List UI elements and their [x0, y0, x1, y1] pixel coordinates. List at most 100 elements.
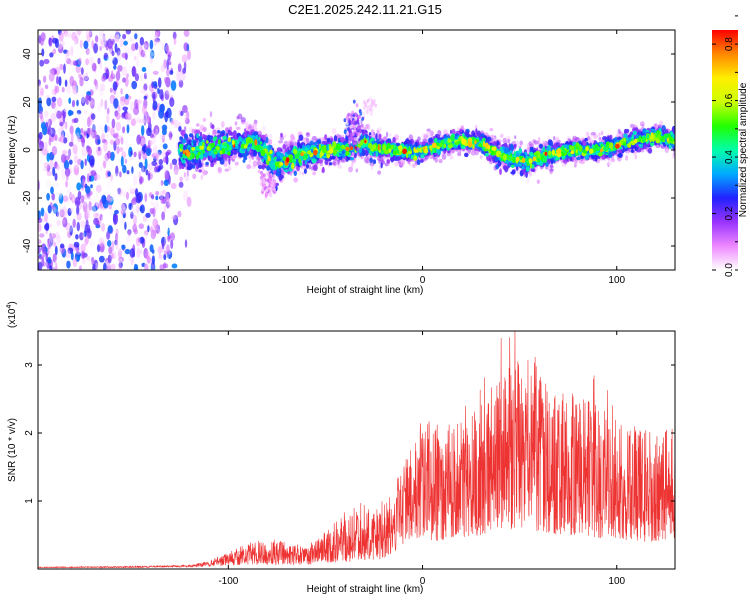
noise-blob: [161, 133, 165, 143]
noise-blob: [62, 195, 69, 202]
noise-blob: [156, 151, 161, 157]
noise-blob: [133, 56, 137, 61]
noise-blob: [108, 196, 113, 201]
noise-blob: [122, 106, 129, 111]
signal-blob: [202, 117, 207, 122]
noise-blob: [85, 185, 91, 194]
noise-blob: [72, 257, 78, 268]
noise-blob: [90, 222, 95, 230]
noise-blob: [52, 48, 57, 55]
noise-blob: [39, 140, 44, 151]
noise-blob: [173, 163, 179, 175]
noise-blob: [38, 91, 43, 98]
noise-blob: [155, 154, 159, 162]
noise-blob: [51, 96, 57, 103]
noise-blob: [48, 237, 55, 247]
noise-blob: [115, 34, 120, 41]
noise-blob: [91, 86, 98, 92]
signal-blob: [324, 134, 328, 141]
noise-blob: [40, 87, 45, 96]
signal-blob: [370, 164, 373, 171]
noise-blob: [49, 127, 56, 138]
noise-blob: [76, 205, 80, 216]
noise-blob: [94, 35, 99, 43]
noise-blob: [144, 263, 149, 270]
signal-blob: [499, 133, 504, 138]
noise-blob: [167, 54, 171, 62]
noise-blob: [40, 38, 44, 46]
noise-blob: [112, 81, 118, 91]
noise-blob: [65, 180, 68, 188]
noise-blob: [82, 74, 89, 81]
noise-blob: [81, 250, 85, 259]
noise-blob: [120, 209, 125, 216]
noise-blob: [171, 263, 178, 269]
signal-blob: [245, 123, 249, 129]
signal-blob: [424, 156, 428, 161]
noise-blob: [166, 67, 170, 77]
signal-blob: [371, 129, 374, 134]
noise-blob: [83, 40, 89, 50]
noise-blob: [125, 119, 131, 128]
noise-blob: [147, 100, 152, 109]
noise-blob: [141, 125, 145, 136]
noise-blob: [112, 72, 116, 78]
noise-blob: [173, 37, 177, 45]
noise-blob: [104, 237, 107, 248]
noise-blob: [181, 54, 188, 63]
noise-blob: [63, 105, 68, 113]
noise-blob: [60, 130, 66, 138]
noise-blob: [70, 252, 74, 261]
noise-blob: [136, 247, 141, 259]
noise-blob: [171, 158, 178, 165]
noise-blob: [110, 263, 116, 270]
noise-blob: [88, 165, 91, 176]
noise-blob: [108, 50, 113, 56]
noise-blob: [65, 249, 71, 259]
noise-blob: [169, 162, 173, 170]
noise-blob: [101, 215, 105, 224]
noise-blob: [178, 72, 183, 82]
noise-blob: [99, 31, 102, 43]
noise-blob: [42, 148, 48, 156]
noise-blob: [157, 77, 162, 88]
noise-blob: [164, 90, 170, 100]
noise-blob: [139, 176, 143, 185]
noise-blob: [74, 161, 78, 169]
noise-blob: [169, 70, 174, 75]
noise-blob: [58, 76, 62, 86]
signal-blob: [590, 131, 597, 136]
signal-blob: [282, 144, 287, 150]
signal-blob: [244, 128, 247, 134]
noise-blob: [86, 91, 92, 96]
signal-blob: [532, 139, 536, 144]
noise-blob: [157, 228, 162, 235]
noise-blob: [106, 113, 110, 123]
noise-blob: [130, 205, 134, 215]
noise-blob: [180, 110, 184, 117]
noise-blob: [105, 111, 111, 122]
noise-blob: [126, 191, 129, 200]
noise-blob: [42, 167, 48, 172]
noise-blob: [136, 52, 141, 58]
signal-blob: [202, 170, 207, 177]
noise-blob: [91, 62, 97, 72]
signal-blob: [380, 162, 383, 169]
noise-blob: [86, 260, 93, 265]
noise-blob: [38, 239, 42, 245]
signal-blob: [248, 123, 252, 128]
noise-blob: [46, 192, 50, 201]
signal-blob: [385, 131, 389, 138]
noise-blob: [167, 235, 171, 242]
noise-blob: [99, 213, 103, 221]
noise-blob: [131, 43, 137, 52]
noise-blob: [62, 108, 67, 119]
noise-blob: [50, 186, 54, 195]
noise-blob: [139, 135, 146, 147]
noise-blob: [61, 206, 68, 218]
signal-blob: [511, 169, 516, 174]
noise-blob: [100, 30, 104, 37]
noise-blob: [76, 252, 82, 257]
noise-blob: [68, 109, 72, 117]
